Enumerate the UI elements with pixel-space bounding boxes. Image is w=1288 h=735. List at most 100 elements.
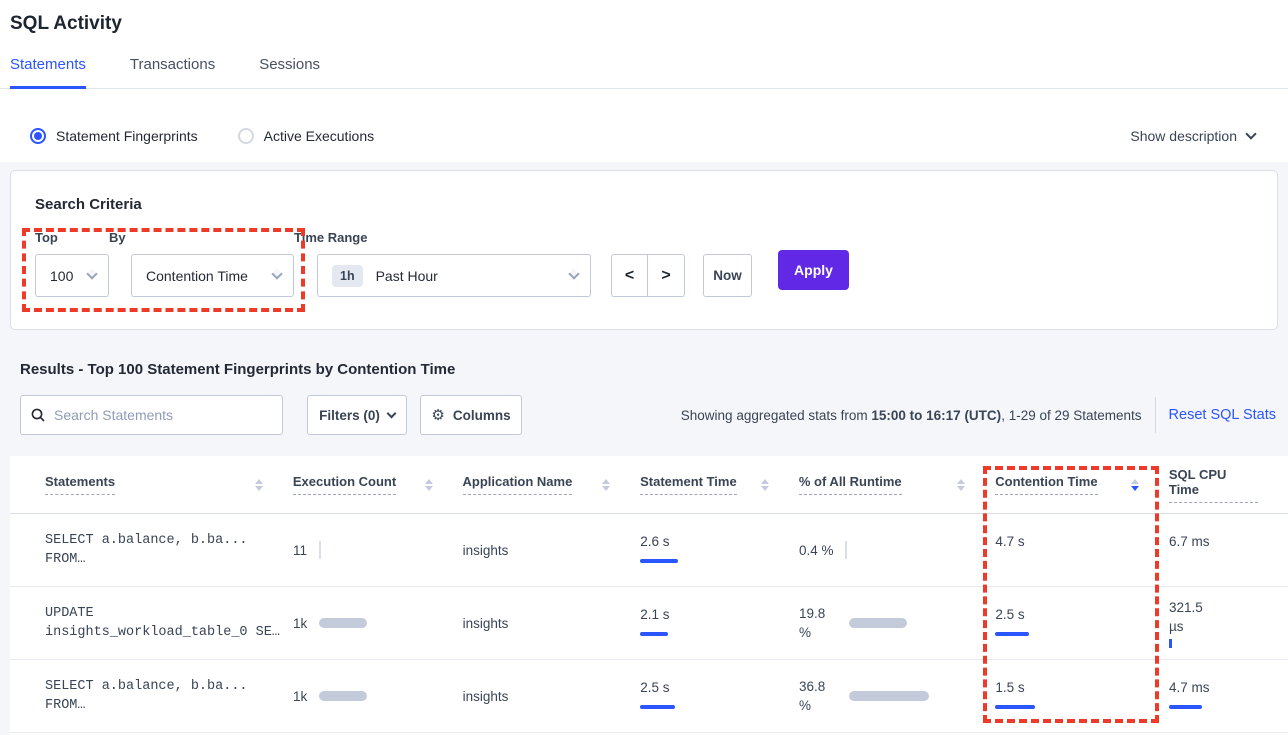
col-sql-cpu-time[interactable]: SQL CPU Time: [1168, 467, 1288, 503]
sort-icon[interactable]: [424, 478, 433, 491]
sort-icon[interactable]: [254, 478, 263, 491]
table-header-row: Statements Execution Count Application N…: [10, 456, 1288, 514]
by-label: By: [109, 230, 126, 245]
aggregated-stats-text: Showing aggregated stats from 15:00 to 1…: [680, 407, 1142, 423]
statement-fingerprint[interactable]: SELECT a.balance, b.ba... FROM…: [45, 679, 248, 713]
application-name-cell: insights: [462, 688, 509, 704]
sort-icon[interactable]: [760, 478, 769, 491]
time-range-select[interactable]: 1h Past Hour: [317, 254, 591, 297]
execution-count-bar: [319, 618, 368, 628]
top-label: Top: [35, 230, 58, 245]
col-label[interactable]: Application Name: [462, 474, 573, 495]
col-label[interactable]: SQL CPU Time: [1168, 467, 1258, 503]
chevron-down-icon: [1245, 128, 1257, 140]
tab-transactions[interactable]: Transactions: [129, 56, 216, 73]
sort-icon-active-desc[interactable]: [1130, 478, 1139, 491]
execution-count-cell: 11: [293, 541, 463, 559]
radio-label: Active Executions: [263, 128, 375, 144]
runtime-bar: [848, 691, 929, 701]
radio-selected-icon[interactable]: [30, 128, 46, 144]
results-heading: Results - Top 100 Statement Fingerprints…: [20, 361, 456, 378]
contention-time-cell: 2.5 s: [995, 607, 1169, 640]
sql-cpu-time-mean-line: [1168, 704, 1202, 709]
gear-icon: ⚙: [431, 407, 445, 424]
search-criteria-card: Search Criteria Top 100 By Contention Ti…: [10, 170, 1278, 330]
col-label[interactable]: Contention Time: [995, 474, 1098, 495]
statements-table: Statements Execution Count Application N…: [10, 456, 1288, 735]
prev-time-button[interactable]: <: [612, 255, 648, 296]
sql-cpu-time-cell: 321.5 µs: [1168, 598, 1288, 648]
application-name-cell: insights: [462, 615, 509, 631]
tab-statements[interactable]: Statements: [10, 56, 86, 89]
columns-label: Columns: [452, 407, 511, 423]
statement-time-mean-line: [640, 558, 679, 563]
table-row[interactable]: UPDATE insights_workload_table_0 SE… 1k …: [10, 587, 1288, 660]
execution-count-cell: 1k: [293, 616, 463, 631]
columns-button[interactable]: ⚙ Columns: [420, 395, 522, 435]
runtime-bar: [845, 541, 848, 559]
radio-statement-fingerprints[interactable]: Statement Fingerprints: [30, 128, 198, 144]
statement-fingerprint[interactable]: UPDATE insights_workload_table_0 SE…: [45, 606, 280, 640]
divider: [1154, 397, 1156, 433]
show-description-label: Show description: [1130, 128, 1237, 144]
col-execution-count[interactable]: Execution Count: [292, 474, 463, 495]
application-name-cell: insights: [462, 542, 509, 558]
contention-time-cell: 1.5 s: [995, 680, 1169, 713]
sort-icon[interactable]: [957, 478, 966, 491]
statement-fingerprint[interactable]: SELECT a.balance, b.ba... FROM…: [45, 533, 248, 567]
sql-cpu-time-cell: 4.7 ms: [1168, 680, 1288, 713]
col-label[interactable]: Execution Count: [292, 474, 397, 495]
reset-sql-stats-link[interactable]: Reset SQL Stats: [1168, 407, 1276, 423]
col-statement-time[interactable]: Statement Time: [640, 474, 799, 495]
top-select-value: 100: [50, 267, 74, 284]
col-contention-time[interactable]: Contention Time: [995, 474, 1169, 495]
search-icon: [31, 408, 45, 422]
statement-time-mean-line: [640, 704, 676, 709]
table-row[interactable]: SELECT a.balance, b.ba... FROM… 11 insig…: [10, 514, 1288, 587]
time-range-badge: 1h: [332, 264, 363, 287]
time-range-label: Time Range: [294, 230, 368, 245]
now-button[interactable]: Now: [703, 254, 752, 297]
col-label[interactable]: Statements: [45, 474, 116, 495]
runtime-bar: [848, 618, 907, 628]
chevron-down-icon: [86, 267, 98, 280]
statement-time-cell: 2.1 s: [640, 607, 799, 640]
page-title: SQL Activity: [10, 13, 122, 34]
col-label[interactable]: Statement Time: [640, 474, 737, 495]
view-toggle-band: Statement Fingerprints Active Executions…: [0, 110, 1288, 162]
col-percent-runtime[interactable]: % of All Runtime: [798, 474, 995, 495]
by-select[interactable]: Contention Time: [131, 254, 294, 297]
col-application-name[interactable]: Application Name: [462, 474, 641, 495]
apply-button[interactable]: Apply: [778, 249, 849, 290]
next-time-button[interactable]: >: [648, 255, 684, 296]
runtime-cell: 0.4 %: [799, 541, 995, 559]
by-control: By Contention Time: [109, 230, 294, 297]
runtime-cell: 36.8 %: [799, 677, 995, 715]
show-description-toggle[interactable]: Show description: [1130, 128, 1257, 144]
results-toolbar: Filters (0) ⚙ Columns Showing aggregated…: [0, 395, 1288, 435]
radio-label: Statement Fingerprints: [56, 128, 198, 144]
time-range-control: Time Range 1h Past Hour: [294, 230, 591, 297]
search-criteria-heading: Search Criteria: [35, 196, 142, 213]
contention-time-mean-line: [995, 631, 1030, 636]
by-select-value: Contention Time: [146, 267, 248, 284]
tab-sessions[interactable]: Sessions: [259, 56, 321, 73]
chevron-down-icon: [386, 408, 397, 418]
execution-count-bar: [319, 541, 322, 559]
sort-icon[interactable]: [602, 478, 611, 491]
table-row[interactable]: SELECT a.balance, b.ba... FROM… 1k insig…: [10, 660, 1288, 733]
filters-button[interactable]: Filters (0): [307, 395, 407, 435]
col-label[interactable]: % of All Runtime: [798, 474, 902, 495]
contention-time-mean-line: [995, 704, 1036, 709]
radio-unselected-icon[interactable]: [237, 128, 254, 144]
contention-time-cell: 4.7 s: [995, 533, 1025, 549]
col-statements[interactable]: Statements: [45, 474, 293, 495]
radio-active-executions[interactable]: Active Executions: [237, 128, 375, 144]
execution-count-cell: 1k: [293, 689, 463, 704]
search-statements-input[interactable]: [54, 407, 272, 423]
execution-count-bar: [319, 691, 368, 701]
sql-cpu-time-bar: [1168, 639, 1172, 648]
search-statements-box[interactable]: [20, 395, 283, 435]
top-select[interactable]: 100: [35, 254, 109, 297]
time-range-pager: < >: [611, 254, 685, 297]
